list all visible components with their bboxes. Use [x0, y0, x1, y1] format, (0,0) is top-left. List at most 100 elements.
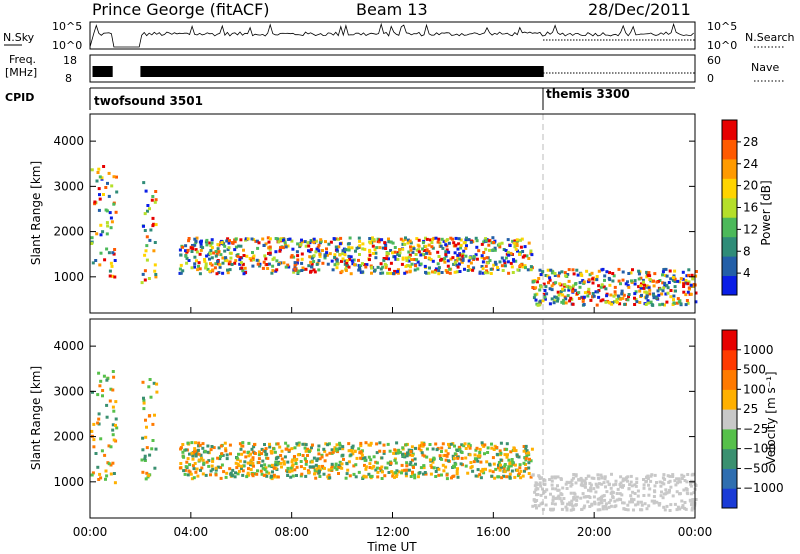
scatter-cell: [538, 481, 542, 485]
scatter-cell: [378, 246, 382, 250]
scatter-cell: [333, 263, 337, 267]
scatter-cell: [228, 239, 231, 243]
scatter-cell: [352, 464, 356, 468]
scatter-cell: [367, 472, 371, 476]
scatter-cell: [190, 451, 194, 455]
scatter-cell: [223, 244, 227, 248]
scatter-cell: [107, 462, 111, 466]
scatter-cell: [540, 501, 544, 505]
scatter-cell: [652, 279, 655, 283]
scatter-cell: [597, 482, 601, 486]
scatter-cell: [550, 502, 554, 506]
x-tick-label: 00:00: [678, 525, 713, 539]
scatter-cell: [551, 487, 555, 491]
scatter-cell: [488, 248, 491, 252]
scatter-cell: [314, 463, 318, 467]
scatter-cell: [93, 200, 97, 204]
scatter-cell: [238, 459, 242, 463]
scatter-cell: [422, 466, 426, 470]
scatter-cell: [583, 485, 587, 489]
scatter-cell: [373, 268, 377, 272]
scatter-cell: [691, 277, 695, 281]
scatter-cell: [104, 208, 108, 212]
scatter-cell: [238, 256, 242, 260]
scatter-cell: [505, 442, 509, 446]
scatter-cell: [626, 479, 629, 483]
scatter-cell: [349, 448, 353, 452]
scatter-cell: [464, 464, 468, 468]
scatter-cell: [143, 457, 147, 461]
scatter-cell: [280, 465, 283, 469]
scatter-cell: [95, 179, 99, 183]
scatter-cell: [141, 448, 145, 452]
scatter-cell: [611, 495, 615, 499]
scatter-cell: [305, 460, 308, 463]
scatter-cell: [600, 482, 604, 486]
scatter-cell: [499, 441, 503, 445]
scatter-cell: [488, 463, 492, 467]
scatter-cell: [692, 506, 696, 510]
scatter-cell: [341, 257, 345, 261]
scatter-cell: [443, 453, 447, 457]
scatter-cell: [664, 488, 668, 492]
scatter-cell: [205, 254, 209, 258]
scatter-cell: [327, 468, 331, 472]
scatter-cell: [207, 459, 211, 463]
scatter-cell: [92, 422, 96, 426]
scatter-cell: [214, 250, 218, 253]
scatter-cell: [683, 506, 687, 510]
scatter-cell: [185, 261, 189, 265]
scatter-cell: [110, 184, 114, 188]
scatter-cell: [619, 481, 623, 485]
scatter-cell: [427, 243, 431, 247]
scatter-cell: [544, 274, 548, 277]
scatter-cell: [604, 502, 608, 506]
scatter-cell: [615, 492, 619, 495]
scatter-cell: [556, 484, 559, 488]
scatter-cell: [485, 256, 489, 260]
scatter-cell: [477, 249, 481, 253]
scatter-cell: [671, 475, 675, 478]
scatter-cell: [602, 285, 606, 289]
scatter-cell: [109, 261, 113, 265]
x-tick-label: 16:00: [476, 525, 511, 539]
scatter-cell: [278, 248, 282, 252]
scatter-cell: [422, 443, 426, 446]
scatter-cell: [287, 265, 291, 269]
scatter-cell: [523, 469, 526, 473]
scatter-cell: [214, 262, 218, 266]
scatter-cell: [407, 259, 411, 263]
scatter-cell: [444, 269, 448, 272]
scatter-cell: [661, 289, 665, 293]
scatter-cell: [98, 175, 102, 179]
scatter-cell: [640, 293, 643, 297]
scatter-cell: [682, 474, 686, 478]
scatter-cell: [611, 279, 615, 283]
scatter-cell: [255, 472, 259, 476]
station-title: Prince George (fitACF): [92, 0, 270, 19]
scatter-cell: [642, 286, 646, 290]
date-title: 28/Dec/2011: [588, 0, 691, 19]
scatter-cell: [371, 252, 375, 255]
scatter-cell: [238, 262, 242, 266]
scatter-cell: [337, 237, 341, 241]
nsky-strip-frame: [89, 21, 696, 50]
scatter-cell: [692, 491, 696, 495]
scatter-cell: [152, 381, 156, 385]
scatter-cell: [639, 276, 643, 280]
scatter-cell: [601, 507, 605, 511]
scatter-cell: [560, 502, 564, 506]
scatter-cell: [633, 492, 637, 495]
scatter-cell: [94, 259, 98, 262]
scatter-cell: [215, 252, 219, 256]
scatter-cell: [317, 268, 321, 272]
scatter-cell: [600, 268, 604, 272]
scatter-cell: [478, 270, 482, 274]
scatter-cell: [652, 495, 656, 498]
scatter-cell: [661, 476, 665, 480]
scatter-cell: [152, 249, 156, 253]
scatter-cell: [352, 472, 356, 476]
scatter-cell: [261, 237, 265, 241]
scatter-cell: [205, 238, 209, 242]
scatter-cell: [608, 271, 611, 275]
